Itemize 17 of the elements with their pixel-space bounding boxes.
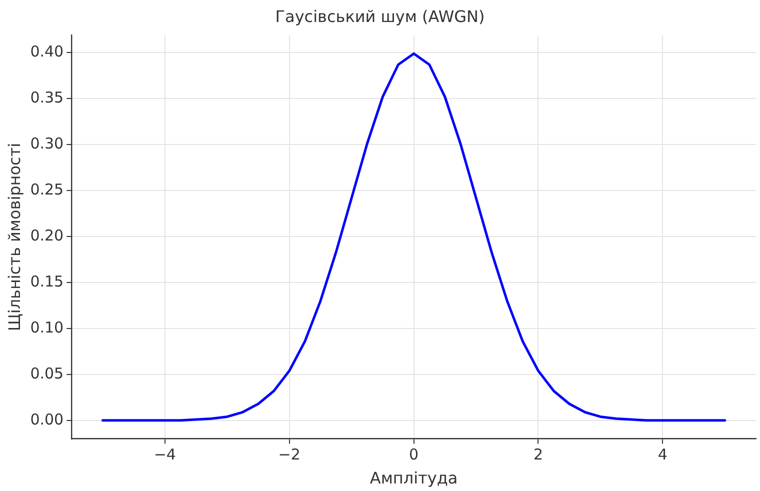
y-tick-label: 0.10	[30, 318, 64, 336]
y-tick-label: 0.35	[30, 88, 64, 107]
x-tick-label: −2	[278, 446, 300, 464]
y-tick-label: 0.15	[30, 272, 64, 290]
x-axis-title: Амплітуда	[370, 468, 458, 488]
y-tick-label: 0.20	[30, 226, 64, 244]
x-tick-label: 2	[533, 446, 544, 464]
y-tick-label: 0.30	[30, 134, 64, 152]
x-tick-label: −4	[154, 446, 176, 464]
y-tick-label: 0.05	[30, 364, 64, 382]
y-tick-label: 0.00	[30, 410, 64, 428]
y-tick-label: 0.40	[30, 42, 64, 61]
y-tick-label: 0.25	[30, 180, 64, 198]
x-tick-label: 4	[658, 446, 668, 464]
x-tick-label: 0	[409, 446, 419, 464]
chart-title: Гаусівський шум (AWGN)	[275, 6, 485, 26]
y-axis-title: Щільність ймовірності	[4, 142, 24, 332]
